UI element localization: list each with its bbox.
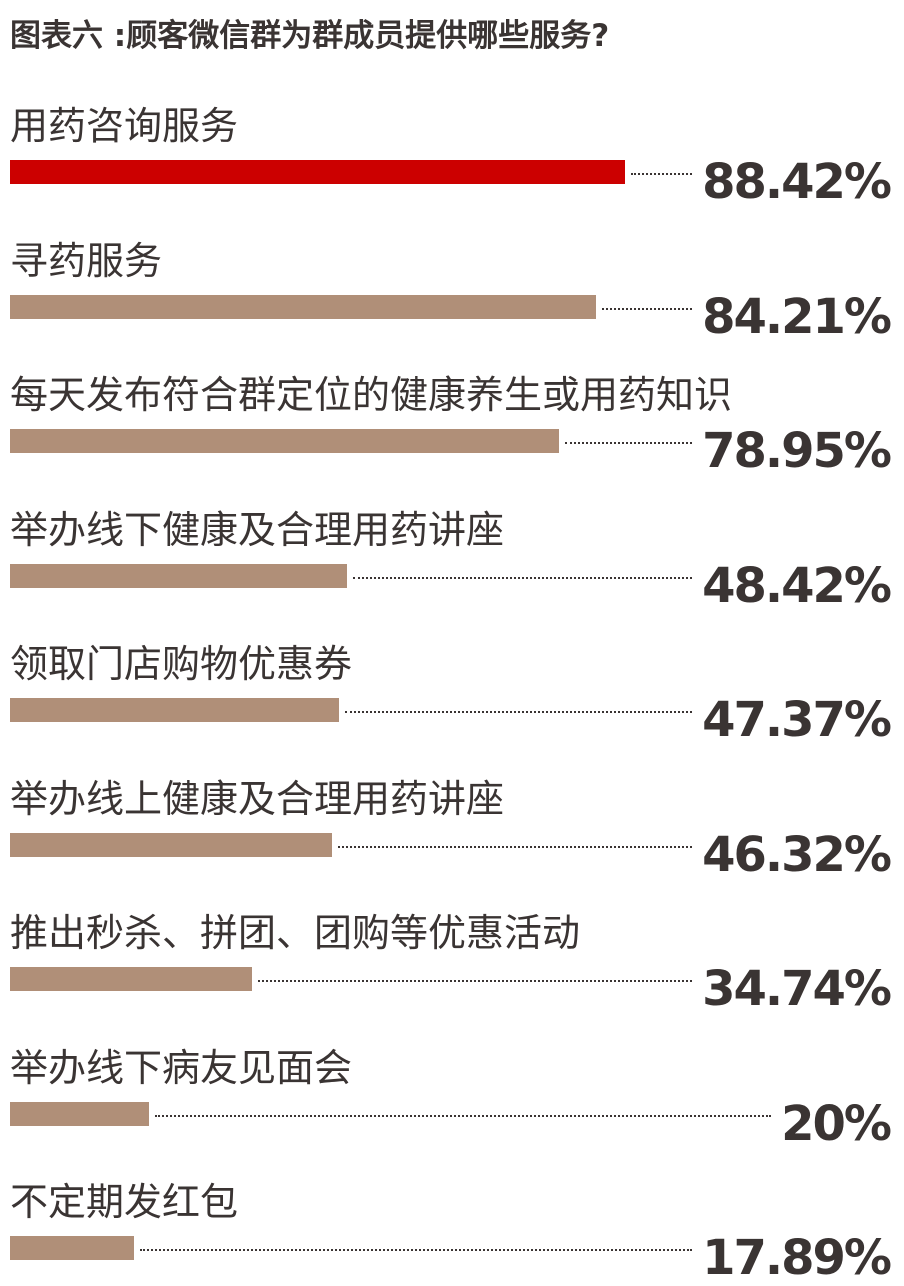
category-label: 不定期发红包 bbox=[10, 1180, 239, 1224]
leader-line bbox=[338, 845, 693, 848]
value-label: 47.37% bbox=[702, 692, 892, 748]
bar-line: 84.21% bbox=[10, 293, 892, 341]
category-label: 举办线上健康及合理用药讲座 bbox=[10, 776, 505, 821]
bar bbox=[10, 160, 625, 184]
bar bbox=[10, 1236, 135, 1260]
leader-line bbox=[155, 1114, 772, 1117]
bar-line: 17.89% bbox=[10, 1234, 892, 1282]
value-label: 48.42% bbox=[702, 557, 892, 614]
bar bbox=[10, 429, 560, 453]
bar-line: 48.42% bbox=[10, 562, 892, 610]
bar bbox=[10, 563, 347, 588]
value-label: 20% bbox=[781, 1095, 892, 1152]
value-label: 88.42% bbox=[702, 154, 892, 210]
bar bbox=[10, 294, 596, 319]
leader-line bbox=[352, 576, 693, 579]
value-label: 78.95% bbox=[702, 423, 892, 479]
bar-line: 20% bbox=[10, 1100, 892, 1148]
value-label: 84.21% bbox=[702, 288, 892, 345]
category-label: 领取门店购物优惠券 bbox=[10, 642, 353, 686]
bar-line: 34.74% bbox=[10, 965, 892, 1013]
leader-line bbox=[140, 1249, 693, 1251]
bar-line: 88.42% bbox=[10, 158, 892, 206]
bar bbox=[10, 832, 333, 857]
chart-title: 图表六 :顾客微信群为群成员提供哪些服务? bbox=[10, 18, 610, 54]
leader-line bbox=[601, 307, 693, 310]
leader-line bbox=[630, 173, 693, 175]
bar-line: 78.95% bbox=[10, 427, 892, 475]
leader-line bbox=[345, 711, 693, 713]
value-label: 17.89% bbox=[702, 1230, 892, 1286]
bar-line: 47.37% bbox=[10, 696, 892, 744]
bar bbox=[10, 1101, 150, 1126]
category-label: 寻药服务 bbox=[10, 238, 163, 283]
category-label: 举办线下病友见面会 bbox=[10, 1045, 353, 1090]
leader-line bbox=[565, 442, 693, 444]
leader-line bbox=[257, 980, 693, 982]
value-label: 46.32% bbox=[702, 826, 892, 883]
category-label: 推出秒杀、拼团、团购等优惠活动 bbox=[10, 911, 581, 955]
category-label: 用药咨询服务 bbox=[10, 104, 239, 148]
bar bbox=[10, 967, 252, 991]
bar bbox=[10, 698, 340, 722]
bar-line: 46.32% bbox=[10, 831, 892, 879]
category-label: 每天发布符合群定位的健康养生或用药知识 bbox=[10, 373, 733, 417]
category-label: 举办线下健康及合理用药讲座 bbox=[10, 507, 505, 552]
value-label: 34.74% bbox=[702, 961, 892, 1017]
